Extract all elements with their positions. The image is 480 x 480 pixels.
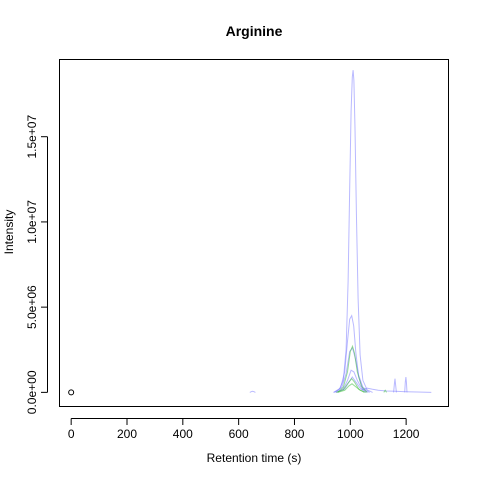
y-axis: 0.0e+00 5.0e+06 1.0e+07 1.5e+07 [25, 115, 48, 414]
chart-title: Arginine [226, 23, 283, 39]
x-tick-label: 200 [117, 427, 137, 441]
series-line-3 [336, 369, 368, 393]
marker-layer [68, 389, 75, 396]
series-line-0 [333, 70, 373, 393]
y-axis-label: Intensity [2, 210, 16, 255]
series-line-6 [337, 344, 368, 393]
x-tick-label: 1000 [337, 427, 364, 441]
x-tick-label: 1200 [393, 427, 420, 441]
y-tick-label: 1.0e+07 [25, 200, 39, 244]
y-tick-label: 5.0e+06 [25, 285, 39, 329]
x-axis-label: Retention time (s) [207, 451, 302, 465]
x-axis: 0 200 400 600 800 1000 1200 [68, 418, 420, 441]
series-layer [249, 70, 432, 393]
x-tick-label: 800 [284, 427, 304, 441]
series-line-9 [249, 390, 256, 393]
y-tick-label: 0.0e+00 [25, 370, 39, 414]
series-line-4 [336, 376, 367, 393]
x-tick-label: 0 [68, 427, 75, 441]
plot-frame [59, 59, 449, 407]
series-line-5 [361, 387, 432, 393]
x-tick-label: 400 [173, 427, 193, 441]
data-point-marker [68, 389, 75, 396]
series-line-2 [334, 346, 371, 393]
series-line-8 [337, 383, 366, 393]
series-line-10 [393, 378, 397, 393]
series-line-12 [383, 389, 388, 393]
y-tick-label: 1.5e+07 [25, 115, 39, 159]
series-line-11 [404, 376, 408, 393]
x-tick-label: 600 [229, 427, 249, 441]
